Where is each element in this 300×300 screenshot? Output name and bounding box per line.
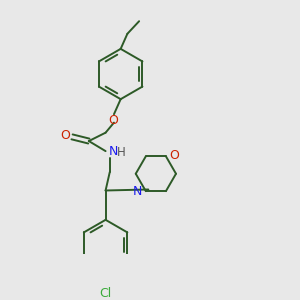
Text: O: O bbox=[169, 149, 179, 162]
Text: O: O bbox=[108, 114, 118, 127]
Text: Cl: Cl bbox=[100, 287, 112, 300]
Text: O: O bbox=[60, 129, 70, 142]
Text: N: N bbox=[109, 146, 118, 158]
Text: N: N bbox=[133, 185, 142, 199]
Text: H: H bbox=[116, 146, 125, 159]
